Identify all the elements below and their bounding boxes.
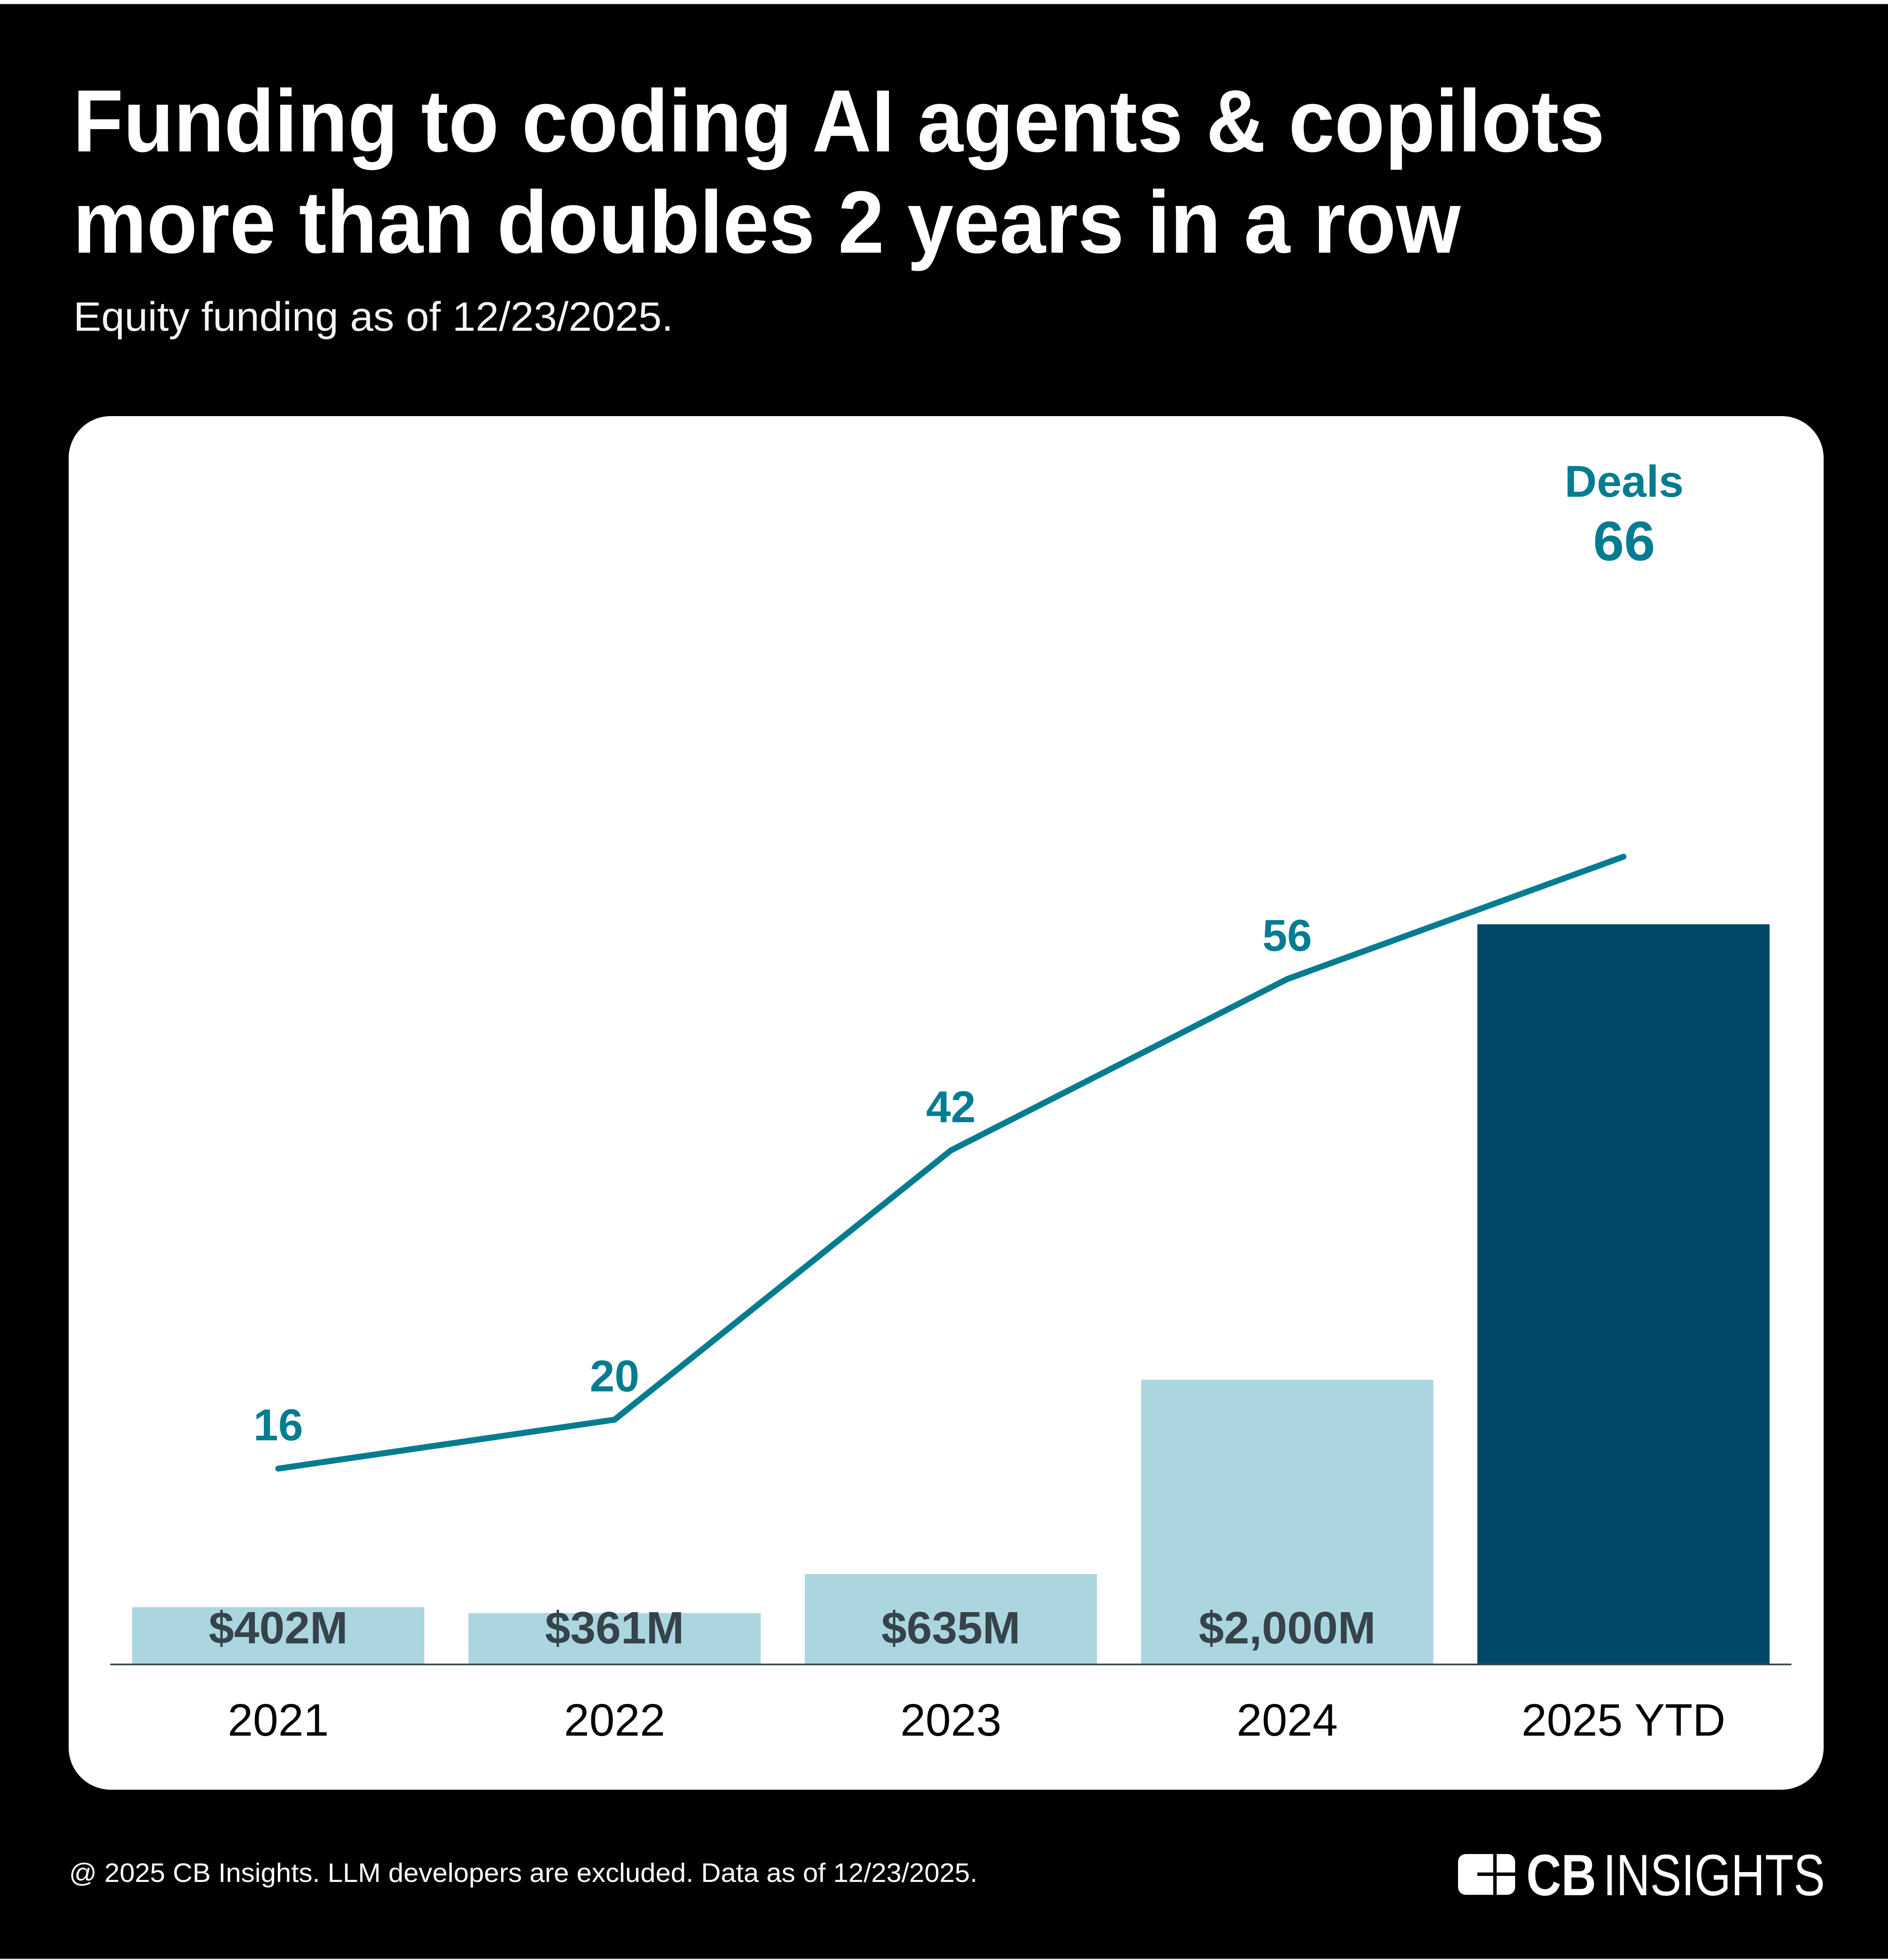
deals-data-label: 20 — [590, 1351, 639, 1401]
page-title-line-1: Funding to coding AI agents & copilots — [73, 72, 1605, 170]
funding-bar-2021 — [132, 1607, 424, 1664]
x-axis-tick-label: 2025 YTD — [1522, 1695, 1725, 1746]
x-axis-tick-label: 2021 — [228, 1695, 329, 1746]
footer-note: @ 2025 CB Insights. LLM developers are e… — [69, 1858, 977, 1888]
funding-value-label: $2,000M — [1199, 1603, 1376, 1653]
funding-bar-2022 — [468, 1613, 761, 1664]
x-axis-tick-label: 2024 — [1237, 1695, 1338, 1746]
chart: $402M $361M $635M $2,000M 2021 2022 2023 2024 2… — [110, 457, 1791, 1746]
funding-bar-2024 — [1141, 1380, 1434, 1664]
funding-series-title: Funding — [1535, 703, 1711, 753]
x-axis-tick-label: 2023 — [900, 1695, 1001, 1746]
logo-text-cb: CB — [1526, 1842, 1596, 1908]
top-border-line — [0, 4, 1888, 5]
x-axis-tick-label: 2022 — [564, 1695, 665, 1746]
funding-value-label: $402M — [209, 1603, 348, 1653]
deals-data-label: 16 — [254, 1401, 303, 1450]
funding-value-label: $361M — [545, 1603, 684, 1653]
deals-data-label: 42 — [926, 1082, 976, 1132]
funding-bar-2025-ytd — [1477, 924, 1770, 1664]
bottom-border-strip — [0, 1959, 1888, 1960]
funding-bars — [132, 924, 1770, 1664]
funding-value-labels: $402M $361M $635M $2,000M — [209, 1603, 1376, 1653]
deals-series-title: Deals — [1564, 457, 1684, 507]
top-border-strip — [0, 0, 1888, 4]
deals-last-value: 66 — [1593, 510, 1655, 572]
cb-insights-logo: CB INSIGHTS — [1458, 1842, 1825, 1908]
logo-text-insights: INSIGHTS — [1603, 1842, 1825, 1908]
funding-value-label: $635M — [881, 1603, 1020, 1653]
deals-data-label: 56 — [1262, 911, 1312, 960]
deals-line — [275, 854, 1627, 1472]
page-subtitle: Equity funding as of 12/23/2025. — [73, 294, 673, 340]
x-axis-tick-labels: 2021 2022 2023 2024 2025 YTD — [228, 1695, 1726, 1746]
cb-insights-logo-icon — [1458, 1854, 1515, 1895]
deals-data-labels: 16 20 42 56 — [251, 908, 1315, 1453]
funding-bar-2023 — [805, 1574, 1097, 1664]
page-title-line-2: more than doubles 2 years in a row — [73, 173, 1461, 272]
funding-last-value: $5,200M — [1515, 755, 1732, 818]
